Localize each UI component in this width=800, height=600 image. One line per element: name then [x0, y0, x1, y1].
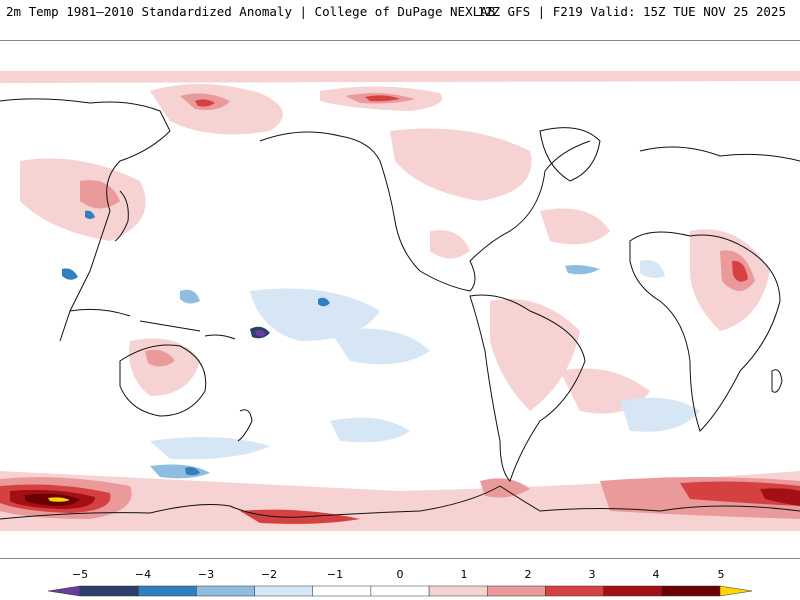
- colorbar-segment: [254, 585, 313, 597]
- south-america-warm-patch: [490, 299, 580, 411]
- north-america-warm-patch: [390, 128, 532, 201]
- west-pacific-cool-spot-1: [180, 289, 200, 304]
- australia-coastline: [119, 344, 207, 417]
- map-svg: [0, 71, 800, 531]
- south-america-coastline: [469, 294, 586, 482]
- east-pacific-cool-patch: [330, 328, 430, 365]
- coastlines: [0, 98, 800, 520]
- colorbar-label: −5: [71, 568, 89, 581]
- australia-warm-core: [145, 349, 175, 367]
- new-zealand-coastline: [237, 409, 253, 442]
- colorbar-segment: [47, 585, 81, 597]
- colorbar-label: −2: [260, 568, 278, 581]
- east-africa-warm-center: [732, 260, 748, 282]
- madagascar-coastline: [771, 369, 783, 393]
- arctic-warm-band: [0, 71, 800, 83]
- mexico-warm-patch: [430, 230, 470, 259]
- colorbar-label: 1: [460, 568, 468, 581]
- indian-ocean-cool-patch: [620, 397, 700, 432]
- europe-coastline: [639, 146, 800, 162]
- anomaly-map: [0, 40, 800, 559]
- colorbar-segment: [661, 585, 721, 597]
- japan-coastline: [114, 190, 129, 242]
- atlantic-cool-spot: [565, 265, 600, 275]
- maritime-continent-coastline: [69, 308, 236, 340]
- central-pacific-cool-patch: [250, 288, 380, 341]
- colorbar: −5 −4 −3 −2 −1 0 1 2 3 4 5: [0, 568, 800, 600]
- colorbar-segment: [137, 585, 197, 597]
- southern-ocean-cool-patch-1: [150, 437, 270, 460]
- colorbar-label: −1: [326, 568, 344, 581]
- header-left-title: 2m Temp 1981–2010 Standardized Anomaly |…: [6, 4, 496, 19]
- north-atlantic-warm-patch: [540, 208, 610, 245]
- colorbar-label: 0: [396, 568, 404, 581]
- north-pacific-warm-patch: [150, 83, 283, 135]
- arctic-canada-warm-center: [365, 95, 400, 102]
- colorbar-label: 2: [524, 568, 532, 581]
- antarctic-cool-patch: [150, 464, 210, 479]
- south-pacific-extreme-cold: [255, 330, 266, 337]
- colorbar-label: 5: [717, 568, 725, 581]
- north-america-coastline: [259, 131, 591, 292]
- colorbar-scale: [47, 585, 753, 597]
- greenland-coastline: [539, 127, 601, 182]
- antarctica-east-warm-center: [760, 488, 800, 506]
- colorbar-segment: [196, 585, 255, 597]
- colorbar-segment: [603, 585, 663, 597]
- antarctic-warm-band: [0, 471, 800, 531]
- antarctic-cold-spot: [185, 467, 200, 476]
- africa-coastline: [629, 231, 781, 432]
- colorbar-segment: [428, 585, 488, 597]
- anomaly-fields: [0, 71, 800, 531]
- colorbar-segment: [79, 585, 139, 597]
- colorbar-label: −4: [134, 568, 152, 581]
- antarctica-extreme-warm: [48, 497, 70, 502]
- colorbar-segment: [545, 585, 604, 597]
- antarctica-coastline: [0, 485, 800, 520]
- asia-cold-spot: [85, 210, 95, 219]
- header-right-title: 12Z GFS | F219 Valid: 15Z TUE NOV 25 202…: [477, 4, 786, 19]
- colorbar-label: 3: [588, 568, 596, 581]
- colorbar-segment: [719, 585, 753, 597]
- colorbar-label: 4: [652, 568, 660, 581]
- colorbar-label: −3: [197, 568, 215, 581]
- west-africa-cool-patch: [640, 260, 665, 278]
- australia-warm-patch: [129, 338, 200, 396]
- central-pacific-cold-spot: [318, 297, 330, 307]
- china-warm-patch: [80, 180, 120, 209]
- colorbar-segment: [487, 585, 546, 597]
- colorbar-segment: [370, 585, 430, 597]
- siberia-warm-center: [195, 99, 215, 107]
- philippines-cold-spot: [62, 268, 78, 280]
- colorbar-segment: [312, 585, 372, 597]
- southern-ocean-cool-patch-2: [330, 417, 410, 443]
- antarctic-peninsula-warm: [480, 478, 530, 498]
- asia-coastline: [0, 98, 171, 342]
